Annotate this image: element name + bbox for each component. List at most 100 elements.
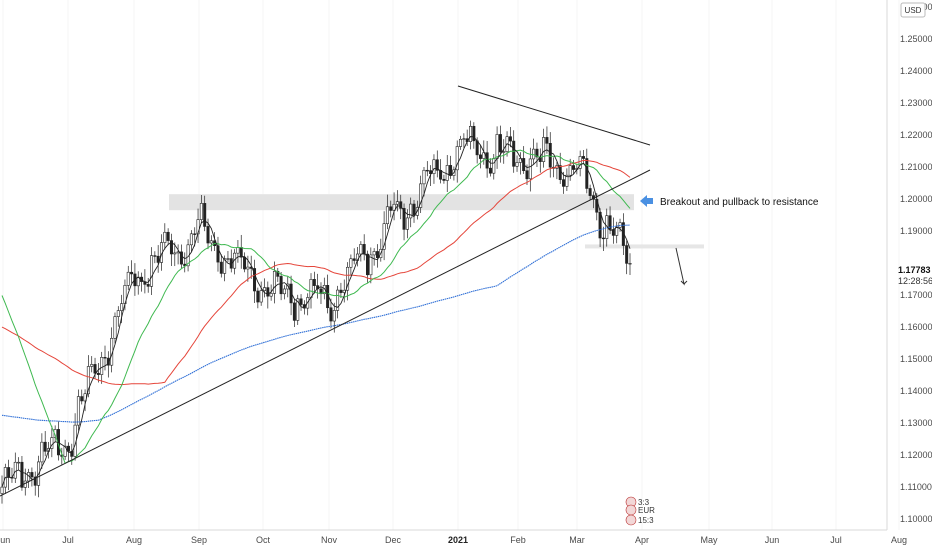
candle[interactable] bbox=[435, 159, 439, 171]
candle[interactable] bbox=[542, 137, 546, 162]
candle[interactable] bbox=[578, 156, 582, 169]
candle[interactable] bbox=[223, 258, 227, 274]
candle[interactable] bbox=[442, 178, 446, 181]
candle[interactable] bbox=[625, 245, 629, 264]
candle[interactable] bbox=[375, 251, 379, 258]
candle[interactable] bbox=[93, 364, 97, 374]
candle[interactable] bbox=[206, 226, 210, 244]
candle[interactable] bbox=[203, 203, 207, 227]
candle[interactable] bbox=[299, 298, 303, 305]
candle[interactable] bbox=[120, 303, 124, 311]
candle[interactable] bbox=[136, 276, 140, 287]
candle[interactable] bbox=[256, 290, 260, 303]
candle[interactable] bbox=[20, 461, 24, 488]
candle[interactable] bbox=[548, 143, 552, 168]
candle[interactable] bbox=[385, 206, 389, 224]
falling-trendline[interactable] bbox=[457, 85, 651, 146]
candle[interactable] bbox=[143, 281, 147, 285]
candle[interactable] bbox=[153, 255, 157, 257]
candle[interactable] bbox=[292, 302, 296, 321]
candle[interactable] bbox=[478, 154, 482, 159]
candle[interactable] bbox=[409, 203, 413, 219]
candle[interactable] bbox=[0, 486, 4, 494]
candle[interactable] bbox=[262, 287, 266, 291]
candle[interactable] bbox=[459, 138, 463, 147]
candle[interactable] bbox=[588, 188, 592, 196]
candle[interactable] bbox=[508, 136, 512, 142]
candle[interactable] bbox=[329, 307, 333, 322]
candle[interactable] bbox=[449, 165, 453, 176]
candle[interactable] bbox=[525, 170, 529, 180]
candle[interactable] bbox=[492, 158, 496, 174]
candle[interactable] bbox=[163, 231, 167, 243]
candle[interactable] bbox=[233, 252, 237, 269]
candle[interactable] bbox=[419, 183, 423, 208]
candle[interactable] bbox=[30, 472, 34, 478]
candle[interactable] bbox=[146, 284, 150, 287]
candle[interactable] bbox=[395, 201, 399, 205]
candle[interactable] bbox=[63, 445, 67, 457]
candle[interactable] bbox=[498, 134, 502, 153]
candle[interactable] bbox=[562, 179, 566, 187]
candle[interactable] bbox=[572, 165, 576, 170]
candle[interactable] bbox=[179, 251, 183, 265]
candle[interactable] bbox=[319, 288, 323, 295]
candle[interactable] bbox=[462, 138, 466, 140]
candle[interactable] bbox=[389, 206, 393, 211]
candle[interactable] bbox=[339, 289, 343, 293]
candle[interactable] bbox=[70, 451, 74, 457]
candle[interactable] bbox=[475, 140, 479, 156]
candle[interactable] bbox=[239, 247, 243, 258]
candle[interactable] bbox=[156, 255, 160, 263]
candle[interactable] bbox=[209, 240, 213, 244]
candle[interactable] bbox=[189, 233, 193, 246]
candle[interactable] bbox=[322, 285, 326, 295]
candle[interactable] bbox=[13, 461, 17, 479]
candle[interactable] bbox=[545, 137, 549, 144]
candle[interactable] bbox=[126, 271, 130, 286]
candle[interactable] bbox=[502, 151, 506, 153]
candle[interactable] bbox=[369, 254, 373, 276]
candle[interactable] bbox=[349, 258, 353, 268]
candle[interactable] bbox=[445, 165, 449, 181]
candle[interactable] bbox=[130, 271, 134, 275]
candle[interactable] bbox=[469, 125, 473, 142]
candle[interactable] bbox=[259, 290, 263, 303]
candle[interactable] bbox=[216, 245, 220, 263]
candle[interactable] bbox=[226, 258, 230, 260]
candle[interactable] bbox=[362, 244, 366, 255]
candle[interactable] bbox=[515, 162, 519, 167]
rising-trendline[interactable] bbox=[0, 169, 651, 497]
candle[interactable] bbox=[628, 263, 632, 265]
candle[interactable] bbox=[269, 293, 273, 297]
candle[interactable] bbox=[33, 476, 37, 486]
candle[interactable] bbox=[7, 467, 11, 478]
candle[interactable] bbox=[96, 372, 100, 375]
candle[interactable] bbox=[336, 289, 340, 311]
projection-arrow[interactable] bbox=[675, 247, 688, 286]
candle[interactable] bbox=[199, 203, 203, 220]
candle[interactable] bbox=[76, 396, 80, 426]
candle[interactable] bbox=[289, 283, 293, 304]
candle[interactable] bbox=[116, 310, 120, 317]
candle[interactable] bbox=[432, 159, 436, 175]
candle[interactable] bbox=[532, 148, 536, 160]
candle[interactable] bbox=[296, 298, 300, 321]
candle[interactable] bbox=[40, 441, 44, 463]
candle[interactable] bbox=[266, 287, 270, 297]
candle[interactable] bbox=[512, 140, 516, 167]
candle[interactable] bbox=[455, 146, 459, 171]
candle[interactable] bbox=[412, 203, 416, 216]
candle[interactable] bbox=[359, 244, 363, 255]
candle[interactable] bbox=[535, 148, 539, 158]
candle[interactable] bbox=[488, 167, 492, 174]
candle[interactable] bbox=[193, 233, 197, 235]
candle[interactable] bbox=[282, 288, 286, 295]
candle[interactable] bbox=[100, 357, 104, 375]
candle[interactable] bbox=[565, 174, 569, 187]
candle[interactable] bbox=[219, 261, 223, 274]
candle[interactable] bbox=[103, 357, 107, 359]
candle[interactable] bbox=[253, 268, 257, 292]
candle[interactable] bbox=[405, 217, 409, 230]
